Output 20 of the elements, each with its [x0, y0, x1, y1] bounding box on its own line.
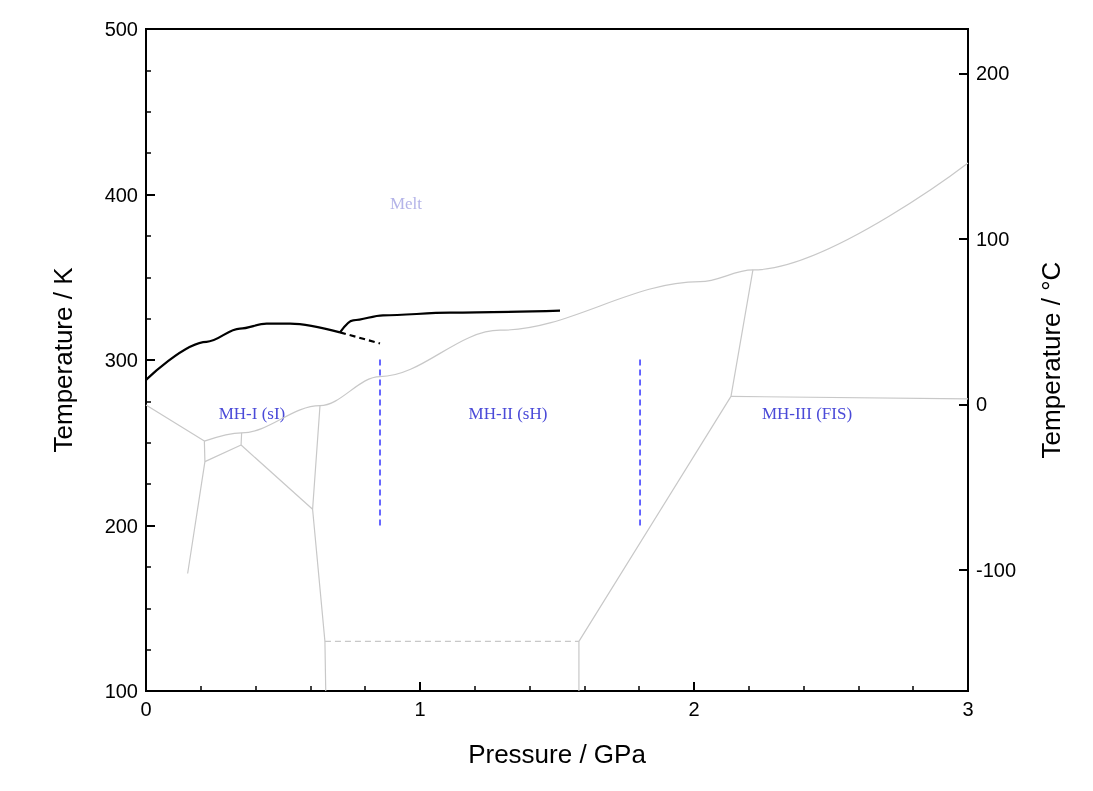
y-tick-label: 300 — [104, 349, 138, 371]
x-tick-label: 1 — [414, 698, 426, 720]
x-tick-label: 2 — [688, 698, 700, 720]
x-tick-label: 3 — [962, 698, 974, 720]
annotation: MH-I (sI) — [218, 403, 286, 423]
annotation: Melt — [389, 193, 423, 213]
y-tick-label: 500 — [104, 18, 138, 40]
x-tick-label: 0 — [140, 698, 152, 720]
y-tick-label: 100 — [104, 680, 138, 702]
x-axis-title: Pressure / GPa — [468, 739, 647, 769]
y2-tick-label: 100 — [976, 227, 1010, 250]
y2-tick-label: 200 — [976, 62, 1010, 85]
y-tick-label: 200 — [104, 514, 138, 537]
annotation: MH-III (FIS) — [761, 403, 853, 423]
y2-axis-title: Temperature / °C — [1036, 261, 1066, 459]
y-tick-label: 400 — [104, 183, 138, 206]
annotation: MH-II (sH) — [468, 403, 548, 423]
y2-tick-label: -100 — [976, 558, 1017, 581]
y2-tick-label: 0 — [976, 393, 988, 416]
y-axis-title: Temperature / K — [48, 266, 78, 453]
